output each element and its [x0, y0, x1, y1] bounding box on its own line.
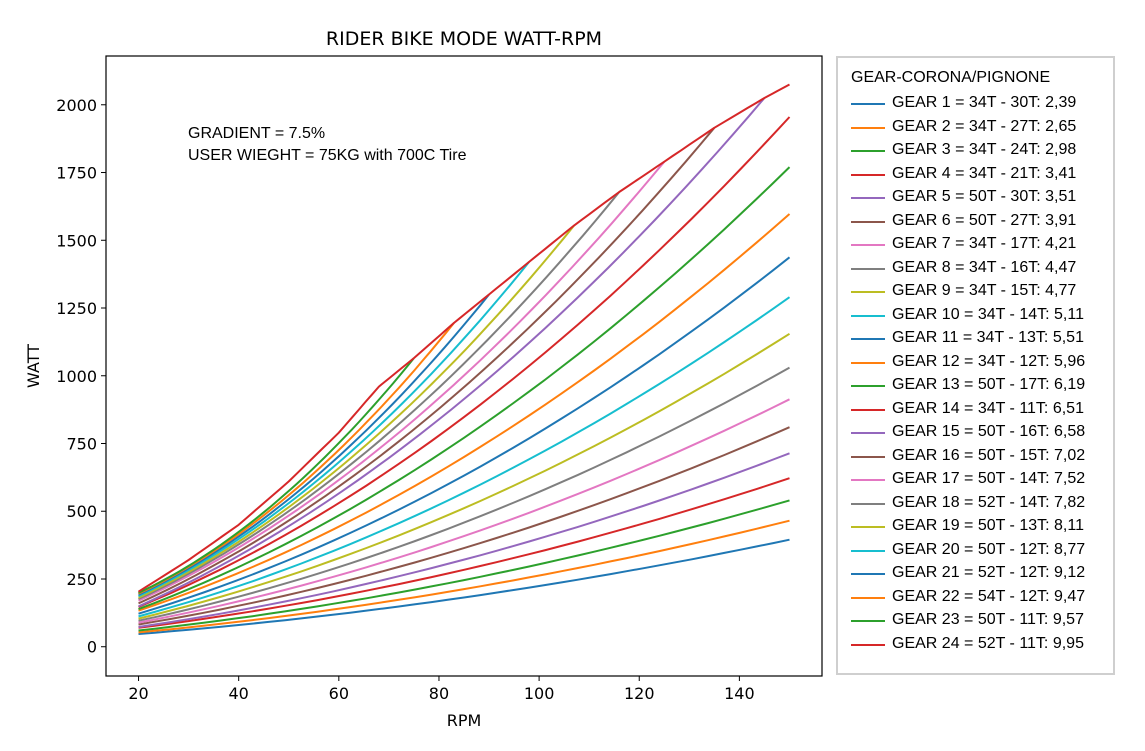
gradient-annotation: GRADIENT = 7.5% — [188, 125, 325, 142]
legend-swatch — [851, 479, 885, 481]
legend-label: GEAR 12 = 34T - 12T: 5,96 — [892, 352, 1086, 370]
series-line-gear-7 — [138, 398, 790, 624]
x-tick-label: 120 — [624, 684, 655, 703]
legend-label: GEAR 10 = 34T - 14T: 5,11 — [892, 305, 1084, 323]
legend-label: GEAR 3 = 34T - 24T: 2,98 — [892, 141, 1077, 158]
legend-label: GEAR 4 = 34T - 21T: 3,41 — [892, 164, 1077, 182]
legend-title: GEAR-CORONA/PIGNONE — [851, 69, 1051, 86]
x-tick-label: 60 — [329, 684, 349, 703]
legend-swatch — [851, 502, 885, 505]
legend-label: GEAR 7 = 34T - 17T: 4,21 — [892, 235, 1077, 252]
legend-swatch — [851, 150, 885, 152]
legend-label: GEAR 19 = 50T - 13T: 8,11 — [892, 517, 1084, 534]
series-line-gear-6 — [138, 426, 790, 626]
series-line-gear-2 — [138, 519, 790, 634]
legend-label: GEAR 1 = 34T - 30T: 2,39 — [892, 94, 1077, 111]
series-line-gear-14 — [138, 116, 791, 608]
series-line-gear-15 — [138, 97, 766, 608]
series-line-gear-4 — [138, 477, 790, 629]
series-line-gear-13 — [138, 166, 791, 611]
y-tick-label: 1750 — [56, 164, 97, 183]
plot-frame — [105, 55, 823, 677]
legend-label: GEAR 9 = 34T - 15T: 4,77 — [892, 282, 1077, 299]
y-tick-label: 2000 — [56, 96, 97, 115]
legend-label: GEAR 21 = 52T - 12T: 9,12 — [892, 564, 1086, 581]
legend-label: GEAR 8 = 34T - 16T: 4,47 — [892, 258, 1077, 276]
series-line-gear-16 — [138, 127, 716, 605]
legend-swatch — [851, 173, 885, 176]
legend-label: GEAR 14 = 34T - 11T: 6,51 — [892, 399, 1084, 417]
legend-swatch — [851, 338, 885, 340]
y-tick-label: 1000 — [56, 367, 97, 386]
legend-swatch — [851, 549, 885, 552]
x-tick-label: 140 — [724, 684, 755, 703]
legend-label: GEAR 20 = 50T - 12T: 8,77 — [892, 540, 1086, 558]
series-line-gear-12 — [138, 213, 791, 612]
series-line-gear-10 — [138, 296, 791, 618]
legend-label: GEAR 17 = 50T - 14T: 7,52 — [892, 470, 1086, 487]
series-line-gear-3 — [138, 499, 790, 632]
legend-label: GEAR 18 = 52T - 14T: 7,82 — [892, 493, 1086, 511]
legend-swatch — [851, 455, 885, 458]
legend-swatch — [851, 385, 885, 387]
x-tick-label: 20 — [128, 684, 148, 703]
series-line-gear-23 — [138, 357, 415, 594]
x-tick-label: 100 — [524, 684, 555, 703]
y-tick-label: 500 — [66, 502, 97, 521]
y-tick-label: 750 — [66, 435, 97, 454]
series-line-gear-24 — [137, 83, 790, 593]
legend-label: GEAR 22 = 54T - 12T: 9,47 — [892, 587, 1086, 605]
y-tick-label: 1500 — [56, 231, 97, 250]
legend-label: GEAR 13 = 50T - 17T: 6,19 — [892, 376, 1086, 393]
series-line-gear-5 — [138, 452, 790, 628]
legend-swatch — [851, 620, 885, 622]
legend-label: GEAR 16 = 50T - 15T: 7,02 — [892, 446, 1086, 464]
legend: GEAR-CORONA/PIGNONE GEAR 1 = 34T - 30T: … — [836, 56, 1115, 675]
series-line-gear-20 — [138, 261, 530, 598]
series-line-gear-17 — [138, 161, 666, 602]
user-weight-annotation: USER WIEGHT = 75KG with 700C Tire — [188, 147, 467, 164]
series-line-gear-8 — [138, 366, 790, 622]
series-line-gear-19 — [138, 224, 575, 599]
legend-swatch — [851, 432, 885, 434]
legend-swatch — [851, 526, 885, 528]
legend-label: GEAR 11 = 34T - 13T: 5,51 — [892, 329, 1084, 346]
legend-swatch — [851, 643, 885, 646]
series-line-gear-18 — [138, 191, 620, 600]
x-tick-label: 40 — [229, 684, 249, 703]
legend-swatch — [851, 596, 885, 599]
series-line-gear-11 — [138, 256, 791, 615]
legend-label: GEAR 2 = 34T - 27T: 2,65 — [892, 117, 1077, 135]
legend-label: GEAR 15 = 50T - 16T: 6,58 — [892, 423, 1086, 440]
y-tick-label: 250 — [66, 570, 97, 589]
legend-label: GEAR 6 = 50T - 27T: 3,91 — [892, 211, 1077, 229]
legend-swatch — [851, 361, 885, 364]
legend-swatch — [851, 220, 885, 223]
legend-swatch — [851, 573, 885, 575]
y-axis-label: WATT — [24, 344, 43, 388]
legend-swatch — [851, 267, 885, 270]
legend-swatch — [851, 197, 885, 199]
legend-swatch — [851, 314, 885, 317]
legend-label: GEAR 24 = 52T - 11T: 9,95 — [892, 634, 1084, 652]
x-axis-label: RPM — [447, 711, 482, 730]
series-line-gear-21 — [138, 293, 490, 596]
legend-label: GEAR 5 = 50T - 30T: 3,51 — [892, 188, 1077, 205]
x-tick-label: 80 — [429, 684, 449, 703]
legend-swatch — [851, 126, 885, 129]
legend-swatch — [851, 244, 885, 246]
series-line-gear-9 — [138, 332, 791, 620]
chart-title: RIDER BIKE MODE WATT-RPM — [326, 28, 602, 50]
y-tick-label: 0 — [87, 638, 97, 657]
legend-swatch — [851, 408, 885, 411]
legend-swatch — [851, 291, 885, 293]
y-tick-label: 1250 — [56, 299, 97, 318]
series-line-gear-1 — [138, 538, 790, 635]
legend-label: GEAR 23 = 50T - 11T: 9,57 — [892, 611, 1084, 628]
legend-swatch — [851, 103, 885, 105]
